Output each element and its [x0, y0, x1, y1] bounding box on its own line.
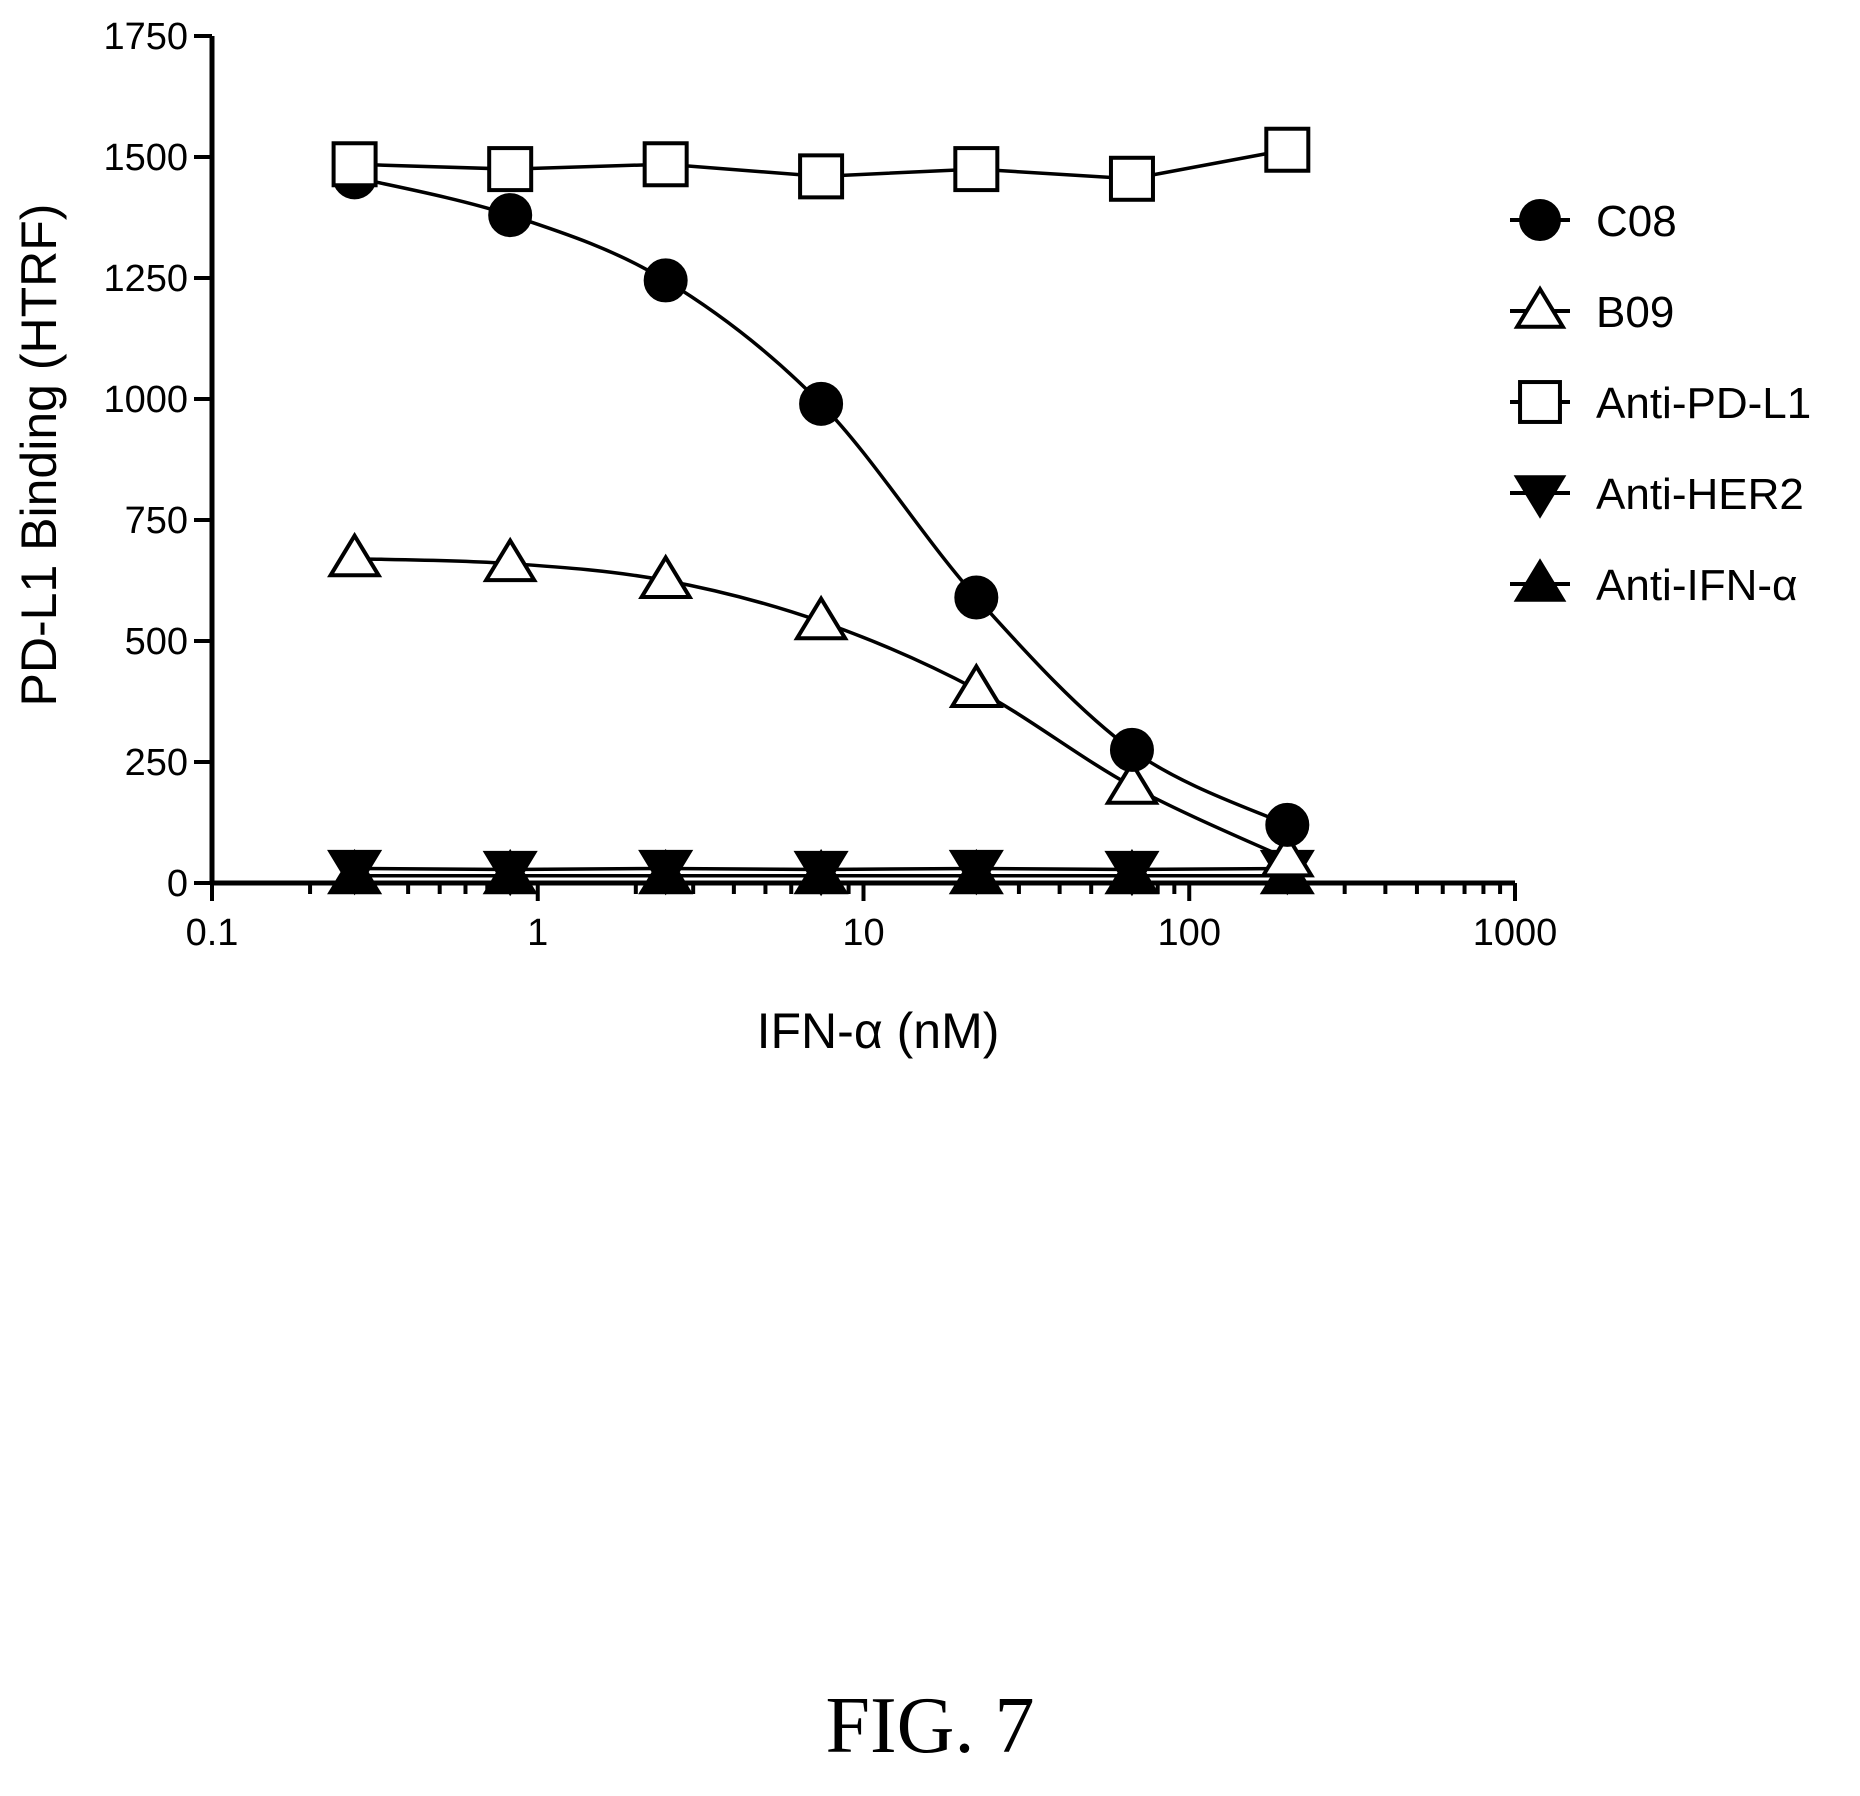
data-point-b09 [948, 662, 1004, 708]
data-point-c08 [488, 193, 533, 238]
series-line-c08 [354, 175, 1289, 827]
y-tick-label: 750 [125, 500, 188, 542]
data-point-c08 [799, 381, 844, 426]
figure-caption: FIG. 7 [826, 1682, 1035, 1770]
legend-marker-anti-her2 [1513, 475, 1567, 519]
data-point-b09 [1259, 831, 1315, 878]
data-point-anti-pd-l1 [1264, 126, 1311, 173]
data-point-anti-her2 [948, 849, 1004, 896]
legend-marker-c08 [1519, 199, 1561, 241]
data-point-anti-her2 [1104, 850, 1160, 897]
legend-label-anti-her2: Anti-HER2 [1596, 470, 1804, 519]
data-point-anti-pd-l1 [953, 146, 1000, 193]
y-tick-label: 0 [167, 863, 188, 905]
x-tick-label: 100 [1158, 912, 1221, 954]
y-tick-label: 250 [125, 742, 188, 784]
data-point-b09 [482, 536, 538, 583]
data-point-b09 [1104, 759, 1160, 805]
legend-marker-b09 [1513, 285, 1567, 329]
y-tick-label: 500 [125, 621, 188, 663]
data-point-b09 [327, 531, 383, 578]
y-tick-label: 1500 [103, 137, 188, 179]
y-tick-label: 1750 [103, 16, 188, 58]
data-point-c08 [1265, 802, 1310, 847]
data-point-c08 [643, 258, 688, 303]
data-point-anti-pd-l1 [798, 153, 845, 200]
data-point-anti-pd-l1 [331, 141, 378, 188]
data-point-c08 [954, 575, 999, 620]
legend: C08 B09 Anti-PD-L1 Anti-HER2 Anti-IFN-α [1510, 197, 1811, 610]
data-point-anti-her2 [327, 849, 383, 896]
x-tick-label: 1 [527, 912, 548, 954]
x-tick-label: 0.1 [186, 912, 239, 954]
legend-marker-anti-ifn [1513, 558, 1567, 602]
legend-label-anti-ifn: Anti-IFN-α [1596, 561, 1797, 610]
data-point-anti-her2 [482, 850, 538, 897]
data-point-anti-pd-l1 [642, 141, 689, 188]
legend-marker-anti-pd-l1 [1518, 380, 1562, 424]
data-point-b09 [638, 553, 694, 600]
y-tick-label: 1000 [103, 379, 188, 421]
data-point-anti-her2 [638, 849, 694, 896]
x-axis-title: IFN-α (nM) [757, 1003, 1000, 1059]
y-ticks: 0 250 500 750 1000 1250 1500 1750 [103, 16, 212, 905]
y-axis-title: PD-L1 Binding (HTRF) [11, 204, 67, 707]
plot-area [327, 126, 1315, 897]
x-tick-label: 10 [842, 912, 884, 954]
data-point-anti-pd-l1 [487, 146, 534, 193]
legend-label-anti-pd-l1: Anti-PD-L1 [1596, 379, 1811, 428]
y-tick-label: 1250 [103, 258, 188, 300]
legend-label-b09: B09 [1596, 288, 1674, 337]
data-point-c08 [1109, 727, 1154, 772]
x-ticks: 0.1 1 10 100 1000 [186, 883, 1558, 954]
legend-label-c08: C08 [1596, 197, 1677, 246]
data-point-anti-pd-l1 [1108, 155, 1155, 202]
x-tick-label: 1000 [1473, 912, 1558, 954]
data-point-anti-her2 [793, 850, 849, 897]
data-point-b09 [793, 594, 849, 641]
axes [209, 36, 1515, 886]
